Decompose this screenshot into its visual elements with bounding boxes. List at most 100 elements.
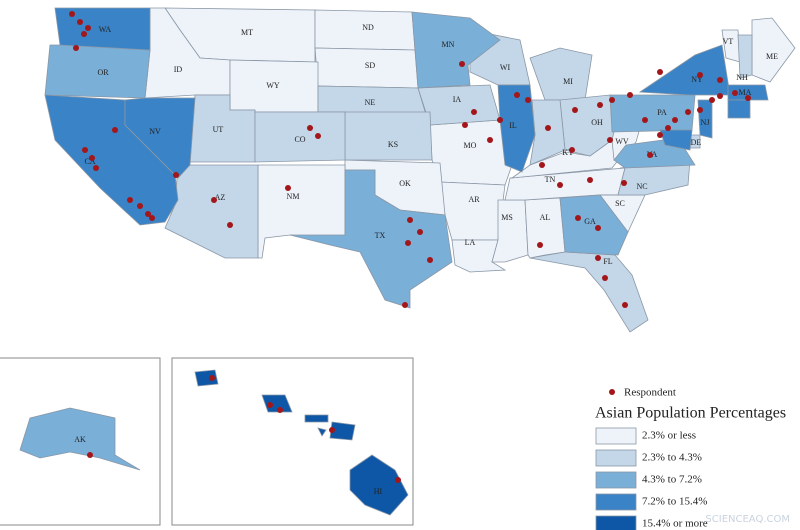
respondent-dot: [622, 302, 628, 308]
respondent-dot: [569, 147, 575, 153]
respondent-dot: [537, 242, 543, 248]
respondent-dot: [93, 165, 99, 171]
state-label: NC: [636, 182, 647, 191]
watermark: SCIENCEAQ.COM: [705, 514, 790, 525]
state-label: LA: [465, 238, 476, 247]
state-label: MA: [739, 88, 752, 97]
state-label: MI: [563, 77, 573, 86]
respondent-dot: [657, 69, 663, 75]
respondent-dot: [267, 402, 273, 408]
state: [529, 47, 593, 101]
legend-label: 7.2% to 15.4%: [642, 496, 707, 508]
state-label: MS: [501, 213, 513, 222]
respondent-dot: [211, 197, 217, 203]
respondent-dot: [595, 225, 601, 231]
state-label: NY: [691, 75, 703, 84]
state: [317, 427, 327, 437]
respondent-dot: [657, 132, 663, 138]
respondent-dot: [609, 97, 615, 103]
state: [727, 99, 751, 119]
respondent-dot: [405, 240, 411, 246]
state-label: WY: [266, 81, 280, 90]
state: [44, 44, 151, 99]
respondent-dot: [417, 229, 423, 235]
state-label: NH: [736, 73, 748, 82]
respondent-dot: [112, 127, 118, 133]
state-label: FL: [603, 257, 612, 266]
respondent-dot: [77, 19, 83, 25]
state-label: UT: [213, 125, 224, 134]
respondent-dot: [597, 102, 603, 108]
states: MT ND ID SD WY MO AR LA MS AL TN KY WV SC OK NM ME VT WI MI…: [19, 7, 796, 516]
state-label: HI: [374, 487, 383, 496]
respondent-dot: [145, 211, 151, 217]
state-label: KS: [388, 140, 398, 149]
respondent-dot: [595, 255, 601, 261]
state-label: KY: [562, 148, 574, 157]
legend-marker: [609, 389, 615, 395]
respondent-dot: [717, 77, 723, 83]
state: [559, 194, 629, 256]
state-label: NM: [287, 192, 300, 201]
respondent-dot: [85, 25, 91, 31]
legend-label: 2.3% to 4.3%: [642, 452, 702, 464]
respondents: [69, 11, 751, 483]
legend-swatch: [595, 427, 637, 445]
state-label: ME: [766, 52, 778, 61]
state: [349, 454, 409, 516]
state-label: AR: [468, 195, 480, 204]
respondent-dot: [149, 215, 155, 221]
respondent-dot: [487, 137, 493, 143]
respondent-dot: [557, 182, 563, 188]
respondent-dot: [709, 97, 715, 103]
respondent-dot: [329, 427, 335, 433]
legend-marker-label: Respondent: [624, 387, 676, 399]
state-label: OK: [399, 179, 411, 188]
respondent-dot: [514, 92, 520, 98]
respondent-dot: [732, 90, 738, 96]
state: [524, 197, 566, 259]
state-label: OR: [97, 68, 109, 77]
legend-swatch: [595, 471, 637, 489]
state-label: IA: [453, 95, 462, 104]
hawaii-inset: [171, 357, 414, 526]
respondent-dot: [607, 137, 613, 143]
state-label: IL: [509, 121, 517, 130]
state: [659, 129, 693, 151]
state-label: DE: [691, 138, 702, 147]
respondent-dot: [525, 97, 531, 103]
state-label: WA: [99, 25, 112, 34]
state-label: TX: [375, 231, 386, 240]
legend-title: Asian Population Percentages: [595, 405, 786, 422]
state-label: AZ: [215, 193, 226, 202]
respondent-dot: [587, 177, 593, 183]
state-label: AK: [74, 435, 86, 444]
respondent-dot: [642, 117, 648, 123]
state-label: OH: [591, 118, 603, 127]
state-label: NJ: [701, 118, 710, 127]
state: [737, 34, 753, 79]
respondent-dot: [87, 452, 93, 458]
respondent-dot: [395, 477, 401, 483]
state-label: SC: [615, 199, 625, 208]
respondent-dot: [647, 152, 653, 158]
state-label: GA: [584, 217, 596, 226]
state-label: MT: [241, 28, 253, 37]
state-label: TN: [545, 175, 556, 184]
state-label: VT: [723, 37, 734, 46]
respondent-dot: [697, 72, 703, 78]
legend-label: 15.4% or more: [642, 518, 708, 530]
respondent-dot: [545, 125, 551, 131]
state-label: SD: [365, 61, 375, 70]
respondent-dot: [277, 407, 283, 413]
state-label: ID: [174, 65, 183, 74]
legend-swatch: [595, 493, 637, 511]
respondent-dot: [471, 109, 477, 115]
state-label: CO: [294, 135, 305, 144]
state-label: MN: [442, 40, 455, 49]
respondent-dot: [227, 222, 233, 228]
state: [194, 369, 219, 387]
state-label: ND: [362, 23, 374, 32]
respondent-dot: [621, 180, 627, 186]
